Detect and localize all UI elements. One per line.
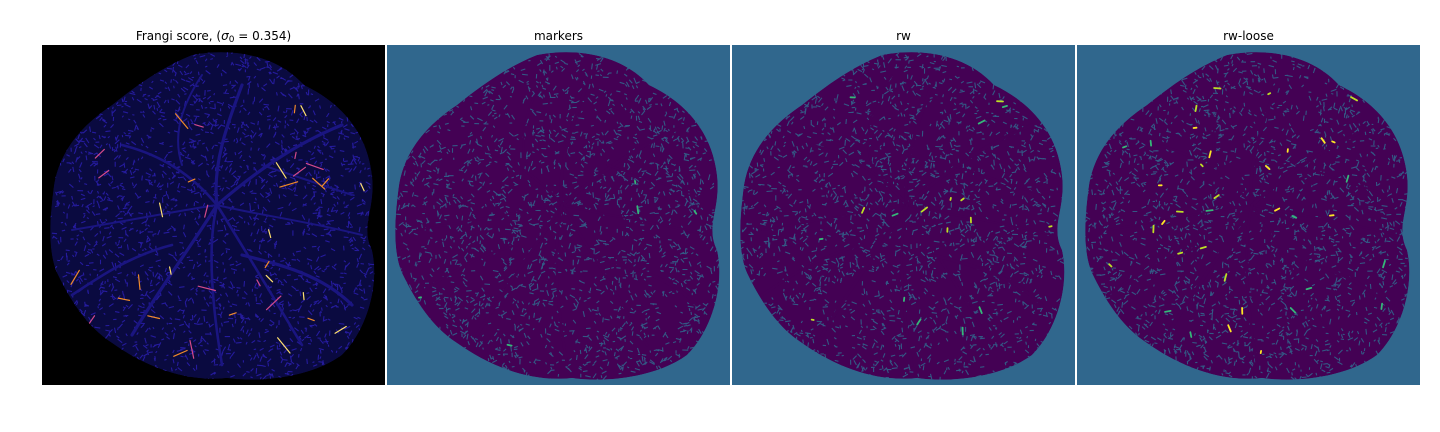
panel-markers: markers [387, 27, 730, 385]
panel-title-rw-loose: rw-loose [1223, 29, 1274, 43]
panel-title-markers: markers [533, 29, 584, 43]
panel-rw: rw [732, 27, 1075, 385]
panel-title-frangi: Frangi score, (σ0 = 0.354) [135, 29, 292, 45]
frangi-score-image [42, 45, 385, 385]
panel-frangi: Frangi score, (σ0 = 0.354) [42, 27, 385, 385]
rw-loose-image [1077, 45, 1420, 385]
panel-rw-loose: rw-loose [1077, 27, 1420, 385]
panel-title-rw: rw [896, 29, 911, 43]
markers-image [387, 45, 730, 385]
rw-image [732, 45, 1075, 385]
